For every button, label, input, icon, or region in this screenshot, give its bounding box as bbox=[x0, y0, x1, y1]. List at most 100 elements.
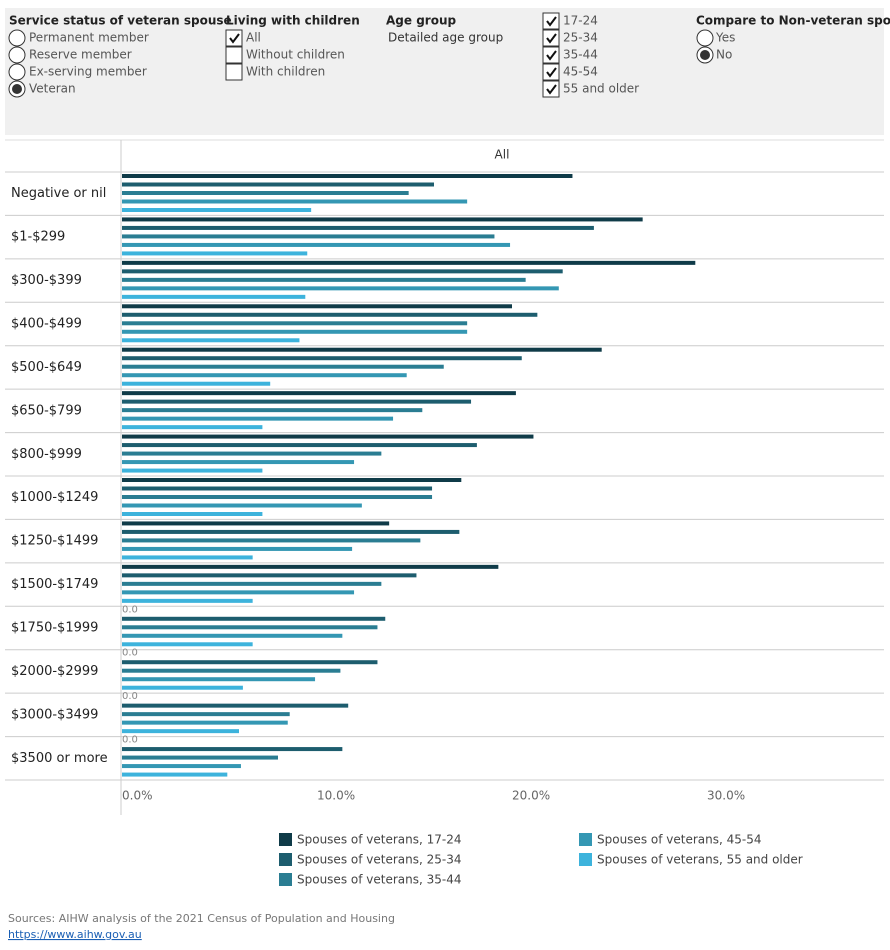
bar bbox=[122, 269, 563, 274]
row-label: $2000-$2999 bbox=[11, 664, 98, 679]
legend-swatch[interactable] bbox=[579, 853, 592, 866]
bar bbox=[122, 598, 253, 603]
row-label: $300-$399 bbox=[11, 273, 82, 288]
radio-dot bbox=[700, 50, 710, 60]
row-label: $1-$299 bbox=[11, 230, 65, 245]
checkmark bbox=[546, 67, 557, 78]
bar bbox=[122, 668, 341, 673]
checkbox[interactable] bbox=[542, 12, 560, 30]
bar bbox=[122, 443, 477, 448]
filter-title: Living with children bbox=[226, 14, 360, 28]
bar bbox=[122, 321, 468, 326]
source: Sources: AIHW analysis of the 2021 Censu… bbox=[8, 912, 395, 925]
bar bbox=[122, 242, 511, 247]
radio-dot bbox=[12, 84, 22, 94]
option-label: With children bbox=[246, 65, 325, 79]
option-label: 25-34 bbox=[563, 31, 598, 45]
bar bbox=[122, 521, 390, 526]
bar bbox=[122, 685, 243, 690]
bar bbox=[122, 182, 434, 187]
checkbox[interactable] bbox=[542, 29, 560, 47]
bar bbox=[122, 277, 526, 282]
bar bbox=[122, 286, 559, 291]
bar bbox=[122, 642, 253, 647]
checkbox[interactable] bbox=[542, 80, 560, 98]
legend-label[interactable]: Spouses of veterans, 17-24 bbox=[297, 833, 461, 847]
bar bbox=[122, 478, 462, 482]
filter-value[interactable]: Detailed age group bbox=[388, 31, 503, 45]
checkmark bbox=[546, 16, 557, 27]
value-label: 0.0 bbox=[122, 691, 138, 702]
x-tick-label: 0.0% bbox=[122, 789, 153, 803]
option-label: No bbox=[716, 48, 732, 62]
bar bbox=[122, 712, 290, 717]
bar bbox=[122, 764, 241, 769]
row-label: $1250-$1499 bbox=[11, 534, 98, 549]
radio[interactable] bbox=[8, 29, 26, 47]
bar bbox=[122, 486, 433, 491]
checkbox[interactable] bbox=[542, 63, 560, 81]
bar bbox=[122, 199, 468, 204]
option-label: 45-54 bbox=[563, 65, 598, 79]
checkmark bbox=[546, 33, 557, 44]
legend-label[interactable]: Spouses of veterans, 35-44 bbox=[297, 873, 461, 887]
bar bbox=[122, 364, 444, 369]
legend-swatch[interactable] bbox=[279, 833, 292, 846]
bar bbox=[122, 391, 516, 396]
legend-label[interactable]: Spouses of veterans, 25-34 bbox=[297, 853, 461, 867]
legend-swatch[interactable] bbox=[279, 853, 292, 866]
bar bbox=[122, 512, 263, 516]
x-tick-label: 10.0% bbox=[317, 789, 355, 803]
bar bbox=[122, 460, 355, 465]
option-label: All bbox=[246, 31, 261, 45]
filter-title: Service status of veteran spouse bbox=[9, 14, 232, 28]
bar bbox=[122, 338, 300, 343]
value-label: 0.0 bbox=[122, 604, 138, 615]
row-label: $1500-$1749 bbox=[11, 577, 98, 592]
row-label: $3500 or more bbox=[11, 751, 108, 766]
bar bbox=[122, 573, 417, 578]
legend-swatch[interactable] bbox=[279, 873, 292, 886]
bar bbox=[122, 616, 386, 621]
bar bbox=[122, 434, 534, 439]
x-tick-label: 20.0% bbox=[512, 789, 550, 803]
bar bbox=[122, 425, 263, 430]
bar bbox=[122, 312, 538, 317]
checkbox[interactable] bbox=[225, 46, 243, 64]
option-label: Yes bbox=[715, 31, 735, 45]
bar bbox=[122, 555, 253, 560]
filter-title: Compare to Non-veteran spouse bbox=[696, 14, 890, 28]
bar bbox=[122, 251, 308, 256]
bar bbox=[122, 755, 278, 760]
bar bbox=[122, 356, 522, 361]
bar bbox=[122, 208, 312, 212]
column-header: All bbox=[495, 148, 510, 162]
radio[interactable] bbox=[696, 29, 714, 47]
row-label: $400-$499 bbox=[11, 317, 82, 332]
checkbox[interactable] bbox=[225, 63, 243, 81]
link[interactable]: https://www.aihw.gov.au bbox=[8, 928, 142, 941]
bar bbox=[122, 329, 468, 334]
checkbox[interactable] bbox=[225, 29, 243, 47]
checkbox[interactable] bbox=[542, 46, 560, 64]
legend-swatch[interactable] bbox=[579, 833, 592, 846]
option-label: 17-24 bbox=[563, 14, 598, 28]
row-label: $1000-$1249 bbox=[11, 490, 98, 505]
radio[interactable] bbox=[8, 63, 26, 81]
filter-panel bbox=[5, 8, 884, 135]
option-label: Permanent member bbox=[29, 31, 149, 45]
row-label: $3000-$3499 bbox=[11, 707, 98, 722]
option-label: 55 and older bbox=[563, 82, 639, 96]
legend-label[interactable]: Spouses of veterans, 55 and older bbox=[597, 853, 803, 867]
legend-label[interactable]: Spouses of veterans, 45-54 bbox=[597, 833, 761, 847]
bar bbox=[122, 373, 407, 378]
bar bbox=[122, 720, 288, 725]
radio[interactable] bbox=[8, 46, 26, 64]
option-label: Without children bbox=[246, 48, 345, 62]
option-label: Veteran bbox=[29, 82, 76, 96]
filter-title: Age group bbox=[386, 14, 456, 28]
bar bbox=[122, 381, 271, 386]
bar bbox=[122, 581, 382, 586]
bar bbox=[122, 495, 433, 499]
